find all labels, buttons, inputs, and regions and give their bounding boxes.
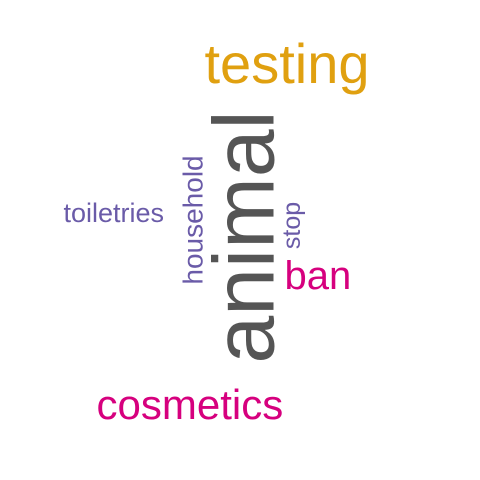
word-animal: animal	[196, 110, 293, 364]
word-ban: ban	[284, 254, 352, 298]
word-household: household	[177, 155, 209, 285]
word-testing: testing	[204, 32, 370, 95]
word-cosmetics: cosmetics	[96, 381, 284, 428]
word-stop: stop	[277, 201, 306, 249]
word-toiletries: toiletries	[63, 197, 165, 228]
